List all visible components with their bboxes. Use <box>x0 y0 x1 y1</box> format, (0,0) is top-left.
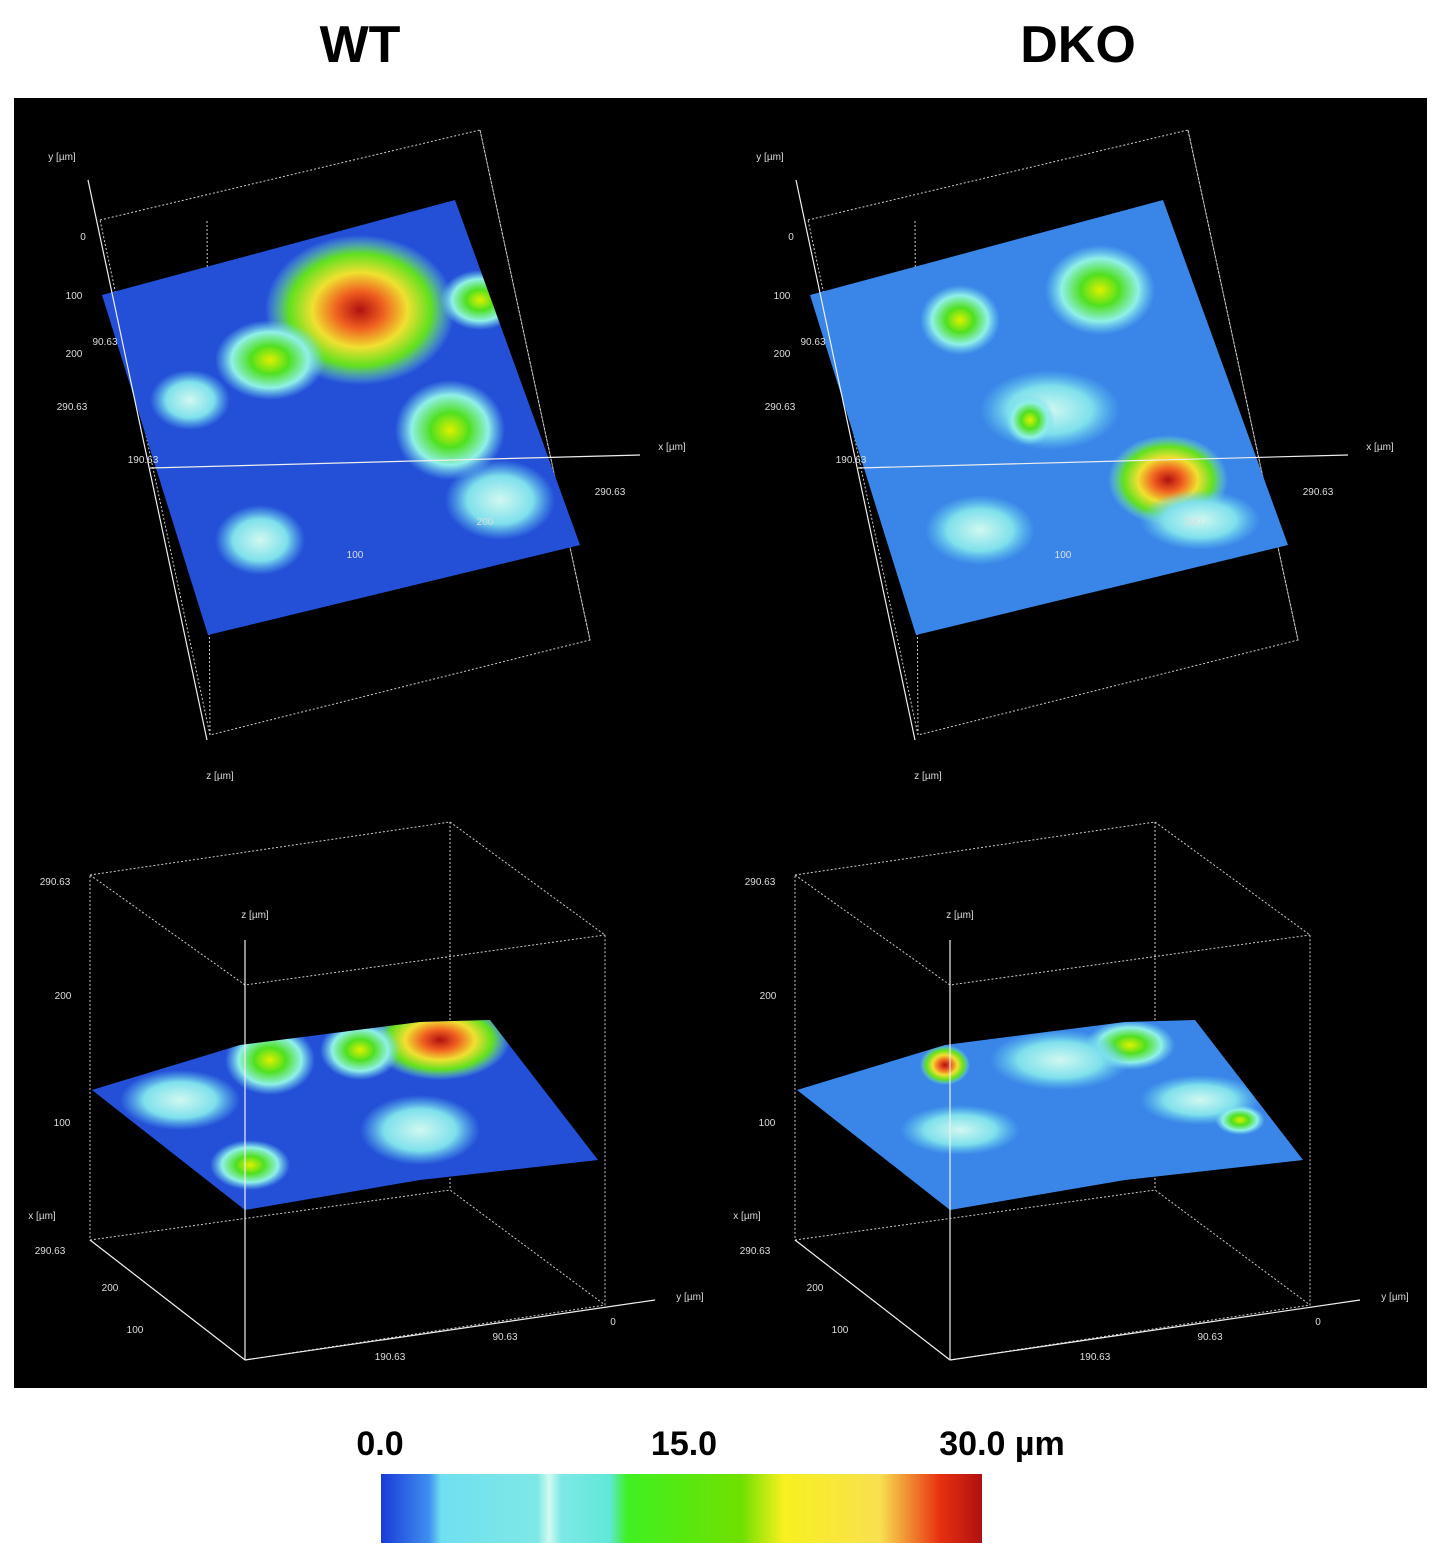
tick-label: 100 <box>127 1325 144 1336</box>
surface-features <box>150 235 555 575</box>
tick-label: 200 <box>477 517 494 528</box>
axis-label: y [µm] <box>1381 1292 1409 1303</box>
colorbar <box>381 1474 982 1543</box>
column-title: DKO <box>1020 16 1136 74</box>
height-blob <box>150 370 230 430</box>
tick-label: 90.63 <box>1197 1332 1222 1343</box>
tick-label: 290.63 <box>40 877 71 888</box>
axis-line <box>89 1239 246 1361</box>
tick-label: 290.63 <box>57 402 88 413</box>
tick-label: 0 <box>80 232 86 243</box>
axis-label: x [µm] <box>733 1211 761 1222</box>
height-blob <box>120 1070 240 1130</box>
height-blob <box>445 460 555 540</box>
bounding-box <box>89 874 606 986</box>
tick-label: 0 <box>788 232 794 243</box>
tick-label: 190.63 <box>836 455 867 466</box>
height-blob <box>900 1105 1020 1155</box>
axis-line <box>244 1299 656 1361</box>
axis-line <box>87 179 208 741</box>
axis-label: z [µm] <box>946 910 974 921</box>
tick-label: 100 <box>66 291 83 302</box>
axis-label: y [µm] <box>676 1292 704 1303</box>
height-blob <box>1045 245 1155 335</box>
tick-label: 200 <box>102 1283 119 1294</box>
bounding-box <box>479 129 591 641</box>
bounding-box <box>794 1189 1311 1306</box>
tick-label: 90.63 <box>492 1332 517 1343</box>
axis-line <box>795 179 916 741</box>
tick-label: 100 <box>54 1118 71 1129</box>
axis-label: x [µm] <box>658 442 686 453</box>
tick-label: 200 <box>760 991 777 1002</box>
tick-label: 100 <box>759 1118 776 1129</box>
tick-label: 200 <box>1185 517 1202 528</box>
bounding-box <box>1187 129 1299 641</box>
height-blob <box>1140 490 1260 550</box>
height-blob <box>920 285 1000 355</box>
axis-label: z [µm] <box>241 910 269 921</box>
surface-panel: 290.63 200 100 290.63 200 100 190.63 90.63 0 z [µ… <box>28 821 704 1363</box>
tick-label: 190.63 <box>375 1352 406 1363</box>
height-blob <box>360 1095 480 1165</box>
tick-label: 290.63 <box>35 1246 66 1257</box>
colorbar-label: 15.0 <box>651 1425 717 1463</box>
surface-features <box>920 245 1260 565</box>
axis-label: y [µm] <box>48 152 76 163</box>
height-blob <box>1215 1105 1265 1135</box>
tick-label: 90.63 <box>92 337 117 348</box>
column-title: WT <box>320 16 401 74</box>
tick-label: 290.63 <box>1303 487 1334 498</box>
tick-label: 0 <box>610 1317 616 1328</box>
height-blob <box>920 1045 970 1085</box>
bounding-box <box>794 874 1311 986</box>
tick-label: 190.63 <box>128 455 159 466</box>
height-blob <box>925 495 1035 565</box>
axis-label: z [µm] <box>206 771 234 782</box>
tick-label: 90.63 <box>800 337 825 348</box>
colorbar-label: 0.0 <box>356 1425 403 1463</box>
tick-label: 0 <box>1315 1317 1321 1328</box>
height-blob <box>395 380 505 480</box>
tick-label: 100 <box>832 1325 849 1336</box>
axis-label: y [µm] <box>756 152 784 163</box>
tick-label: 190.63 <box>1080 1352 1111 1363</box>
surface-panel: 0 100 200 290.63 90.63 190.63 100 200 290.63 y [µ… <box>756 129 1394 782</box>
bounding-box <box>89 1189 606 1306</box>
tick-label: 200 <box>66 349 83 360</box>
height-blob <box>1005 395 1055 445</box>
tick-label: 100 <box>774 291 791 302</box>
height-blob <box>215 505 305 575</box>
height-blob <box>215 320 325 400</box>
axis-line <box>794 1239 951 1361</box>
tick-label: 290.63 <box>745 877 776 888</box>
surface-features <box>120 1020 510 1190</box>
tick-label: 290.63 <box>595 487 626 498</box>
tick-label: 290.63 <box>765 402 796 413</box>
tick-label: 200 <box>807 1283 824 1294</box>
axis-label: z [µm] <box>914 771 942 782</box>
tick-label: 200 <box>774 349 791 360</box>
tick-label: 200 <box>55 991 72 1002</box>
height-blob <box>990 1030 1130 1090</box>
surface-panel: 0 100 200 290.63 90.63 190.63 100 200 290.63 y [µ… <box>48 129 686 782</box>
axis-line <box>949 1299 1361 1361</box>
axis-line <box>149 454 641 469</box>
tick-label: 100 <box>1055 550 1072 561</box>
tick-label: 290.63 <box>740 1246 771 1257</box>
height-blob <box>320 1020 400 1080</box>
colorbar-label: 30.0 µm <box>939 1425 1064 1463</box>
surface-panel: 290.63 200 100 290.63 200 100 190.63 90.63 0 z [µ… <box>733 821 1409 1363</box>
axis-label: x [µm] <box>1366 442 1394 453</box>
tick-label: 100 <box>347 550 364 561</box>
height-blob <box>210 1140 290 1190</box>
surface-features <box>900 1020 1265 1155</box>
height-blob <box>370 1020 510 1080</box>
axis-label: x [µm] <box>28 1211 56 1222</box>
axis-line <box>857 454 1349 469</box>
